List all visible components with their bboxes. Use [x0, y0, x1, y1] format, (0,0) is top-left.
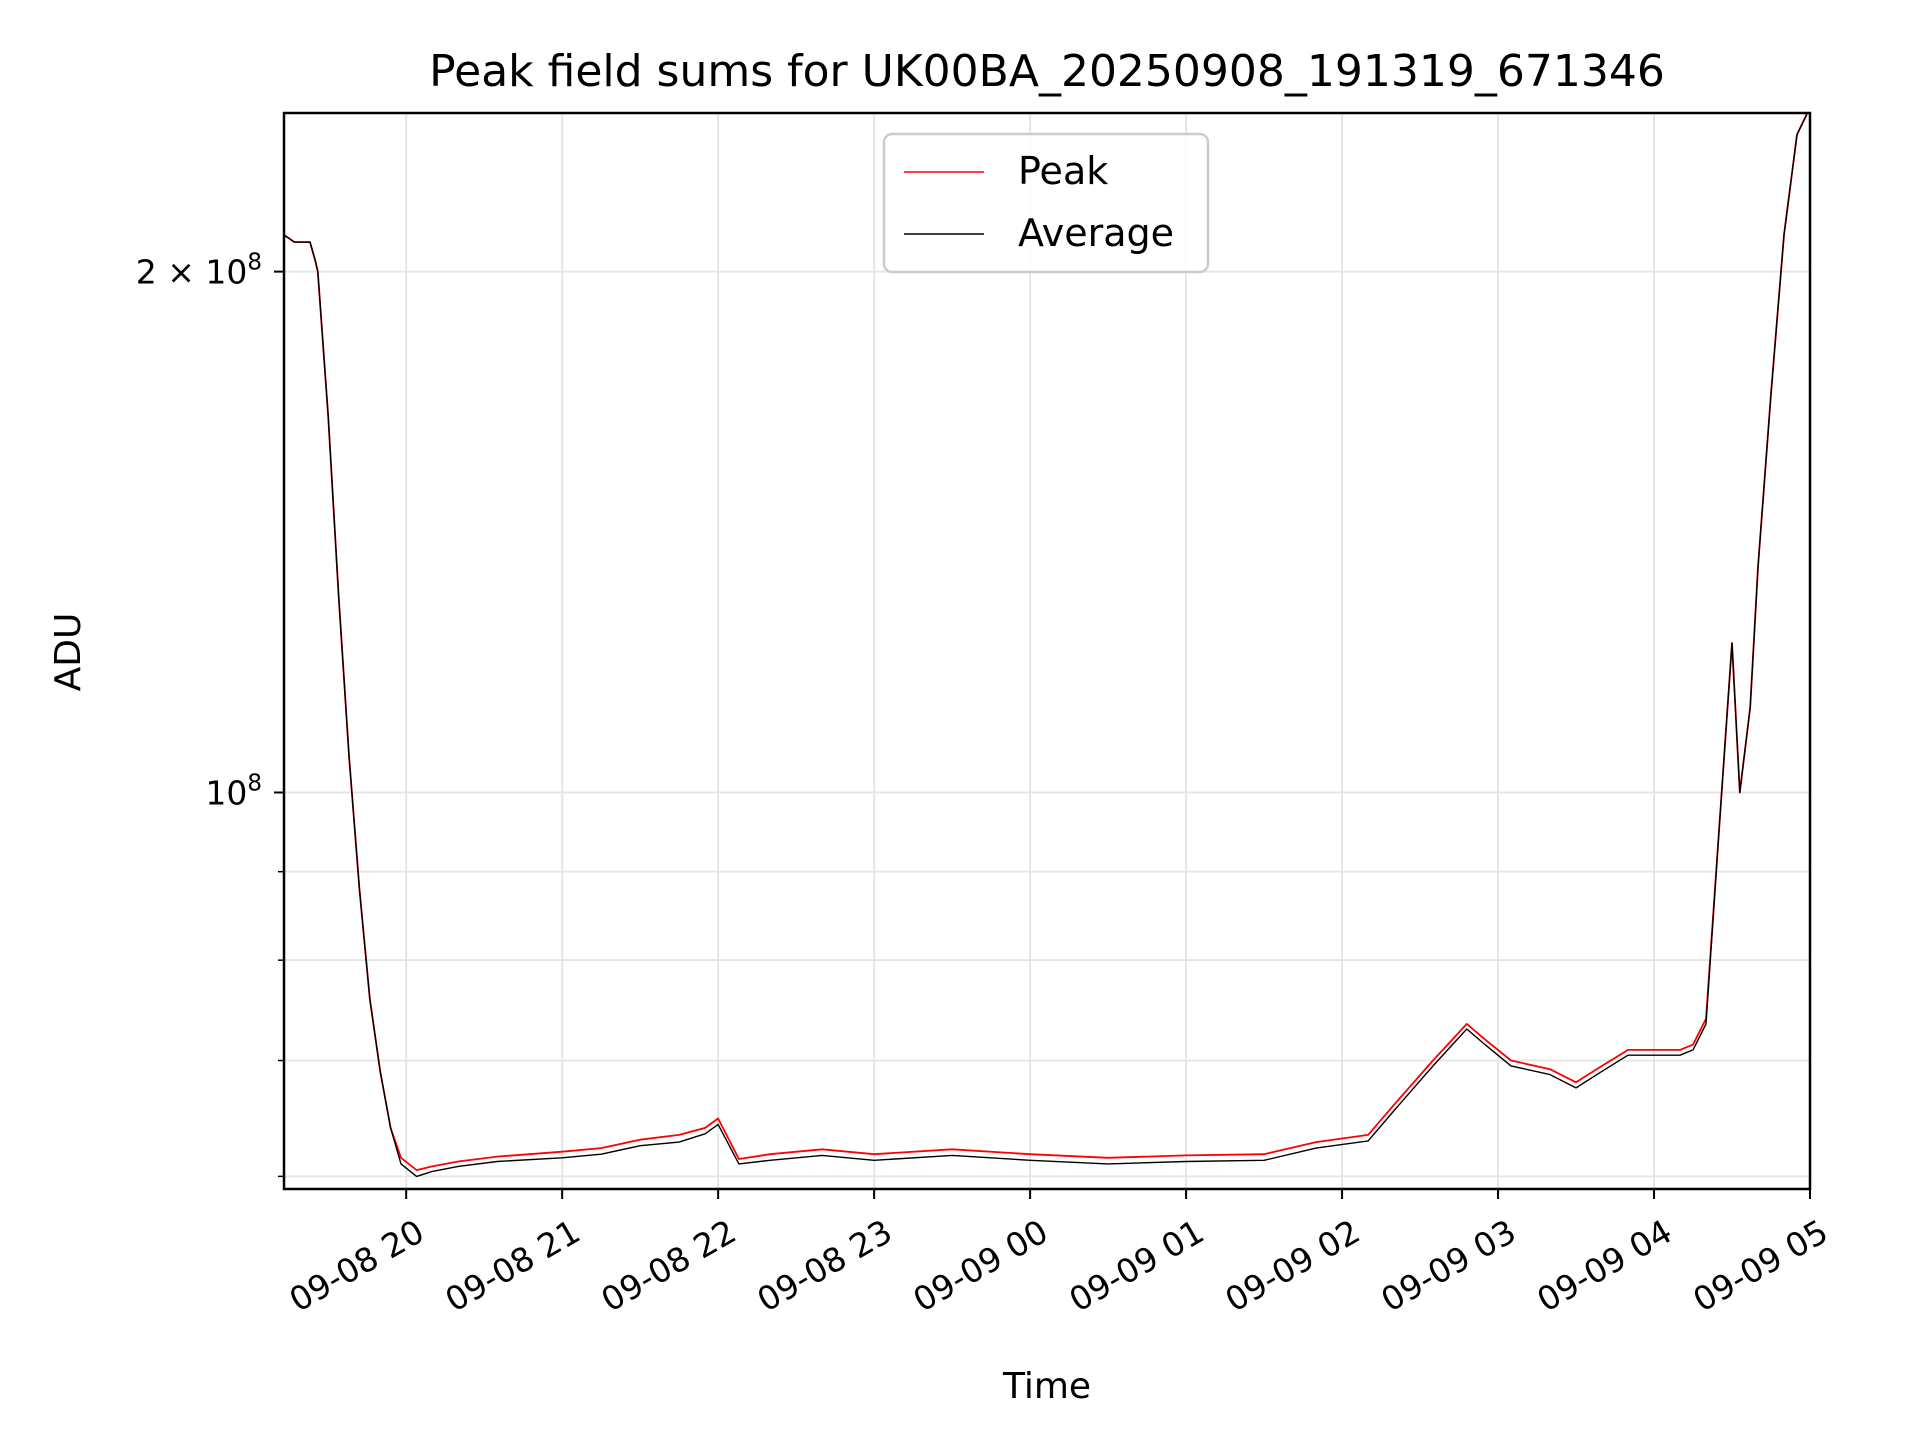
x-axis-label: Time — [1002, 1366, 1091, 1407]
legend-label-average: Average — [1018, 211, 1174, 255]
plot-lines — [283, 112, 1809, 1178]
legend-label-peak: Peak — [1018, 149, 1108, 193]
y-axis-ticks: 2 × 108 108 — [136, 250, 284, 1178]
x-tick-label: 09-09 03 — [1374, 1212, 1522, 1320]
x-tick-label: 09-09 05 — [1686, 1212, 1834, 1320]
x-tick-label: 09-08 23 — [751, 1212, 899, 1320]
x-tick-label: 09-08 22 — [595, 1212, 743, 1320]
x-tick-label: 09-09 02 — [1218, 1212, 1366, 1320]
y-tick-label: 2 × 108 — [136, 250, 262, 292]
series-line-average — [283, 112, 1809, 1178]
x-tick-label: 09-08 21 — [439, 1212, 587, 1320]
chart-title: Peak field sums for UK00BA_20250908_1913… — [429, 46, 1665, 97]
x-axis-ticks: 09-08 20 09-08 21 09-08 22 09-08 23 09-09 00… — [283, 1189, 1834, 1320]
y-axis-label: ADU — [48, 613, 89, 692]
x-tick-label: 09-08 20 — [283, 1212, 431, 1320]
grid — [284, 113, 1811, 1189]
x-tick-label: 09-09 00 — [907, 1212, 1055, 1320]
y-tick-label: 108 — [205, 770, 262, 812]
x-tick-label: 09-09 04 — [1530, 1212, 1678, 1320]
plot-frame — [282, 111, 1812, 1191]
legend-box — [882, 132, 1210, 274]
x-tick-label: 09-09 01 — [1062, 1212, 1210, 1320]
legend: Peak Average — [882, 132, 1210, 274]
